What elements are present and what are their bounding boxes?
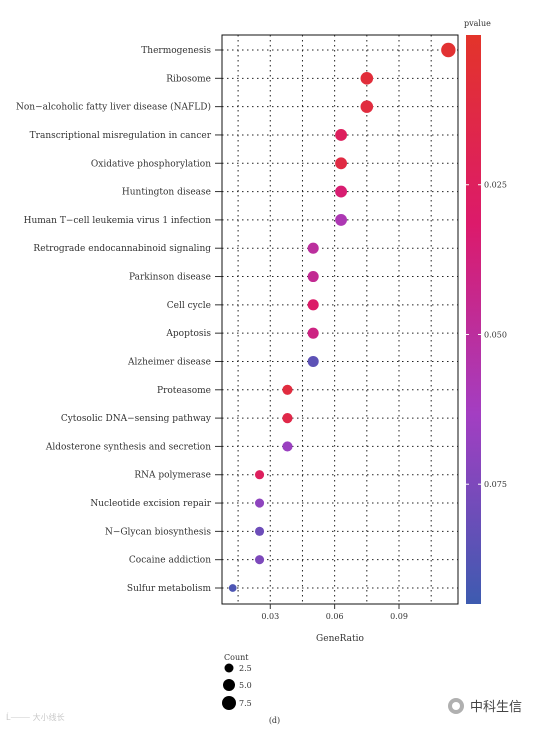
colorbar-tick-label: 0.025 xyxy=(484,181,507,190)
x-axis-title: GeneRatio xyxy=(316,634,364,644)
data-point xyxy=(254,498,265,508)
x-tick-label: 0.03 xyxy=(261,612,279,621)
category-label: Aldosterone synthesis and secretion xyxy=(45,442,211,452)
size-legend-label: 5.0 xyxy=(239,681,252,690)
size-legend-dot xyxy=(223,679,235,691)
watermark-right-text: 中科生信 xyxy=(470,700,523,715)
category-label: Non−alcoholic fatty liver disease (NAFLD… xyxy=(16,102,211,113)
category-label: Nucleotide excision repair xyxy=(90,499,211,509)
colorbar-gradient xyxy=(466,35,481,604)
watermark-left: Ĺ️⸻ 大小线长 xyxy=(6,713,65,722)
data-point xyxy=(254,470,265,480)
pvalue-colorbar: pvalue 0.025 0.050 0.075 xyxy=(464,19,507,604)
category-label: Alzheimer disease xyxy=(127,357,211,367)
category-label: Thermogenesis xyxy=(141,46,211,56)
category-label: Cocaine addiction xyxy=(129,556,211,566)
data-point xyxy=(228,584,237,592)
size-legend-label: 2.5 xyxy=(239,664,252,673)
category-label: Human T−cell leukemia virus 1 infection xyxy=(24,216,212,226)
colorbar-title: pvalue xyxy=(464,19,491,28)
category-label: RNA polymerase xyxy=(134,471,211,481)
data-point xyxy=(282,413,293,424)
x-tick-label: 0.09 xyxy=(390,612,408,621)
data-point xyxy=(307,299,319,311)
data-point xyxy=(254,555,265,565)
category-label: Ribosome xyxy=(166,74,211,84)
colorbar-tick-label: 0.050 xyxy=(484,330,507,339)
data-point xyxy=(282,384,293,395)
data-point xyxy=(335,213,347,226)
category-label: Retrograde endocannabinoid signaling xyxy=(33,244,211,254)
figure-caption: (d) xyxy=(268,716,281,725)
category-label: Apoptosis xyxy=(165,329,211,339)
data-point xyxy=(307,355,319,368)
category-label: Oxidative phosphorylation xyxy=(91,159,211,169)
category-label: Parkinson disease xyxy=(129,273,211,283)
category-label: Huntington disease xyxy=(122,188,211,198)
size-legend-title: Count xyxy=(224,653,249,662)
size-legend-dot xyxy=(222,696,236,710)
count-size-legend: Count 2.5 5.0 7.5 xyxy=(222,653,252,710)
plot-frame xyxy=(221,34,459,605)
category-label: Cell cycle xyxy=(167,301,211,311)
category-label: Transcriptional misregulation in cancer xyxy=(30,131,212,141)
size-legend-label: 7.5 xyxy=(239,699,252,708)
data-point xyxy=(335,129,347,141)
data-point xyxy=(335,157,347,170)
category-label: Proteasome xyxy=(157,386,211,396)
x-tick-label: 0.06 xyxy=(326,612,344,621)
data-point xyxy=(360,100,374,113)
data-point xyxy=(335,185,347,198)
data-point xyxy=(254,526,265,536)
data-point xyxy=(307,242,319,254)
category-labels: Thermogenesis Ribosome Non−alcoholic fatty… xyxy=(16,46,222,594)
data-point xyxy=(360,72,374,85)
wechat-logo-icon xyxy=(448,697,464,714)
data-point xyxy=(307,327,319,339)
x-axis-ticks: 0.03 0.06 0.09 xyxy=(261,604,408,621)
category-label: Sulfur metabolism xyxy=(127,584,212,594)
category-label: N−Glycan biosynthesis xyxy=(105,527,211,537)
grid-lines xyxy=(222,35,458,604)
data-point xyxy=(441,42,456,58)
data-point xyxy=(307,270,319,283)
watermark-right: 中科生信 xyxy=(448,696,522,715)
size-legend-dot xyxy=(224,663,234,673)
category-label: Cytosolic DNA−sensing pathway xyxy=(61,414,212,424)
data-points xyxy=(228,42,456,592)
data-point xyxy=(282,441,293,452)
colorbar-tick-label: 0.075 xyxy=(484,480,507,489)
